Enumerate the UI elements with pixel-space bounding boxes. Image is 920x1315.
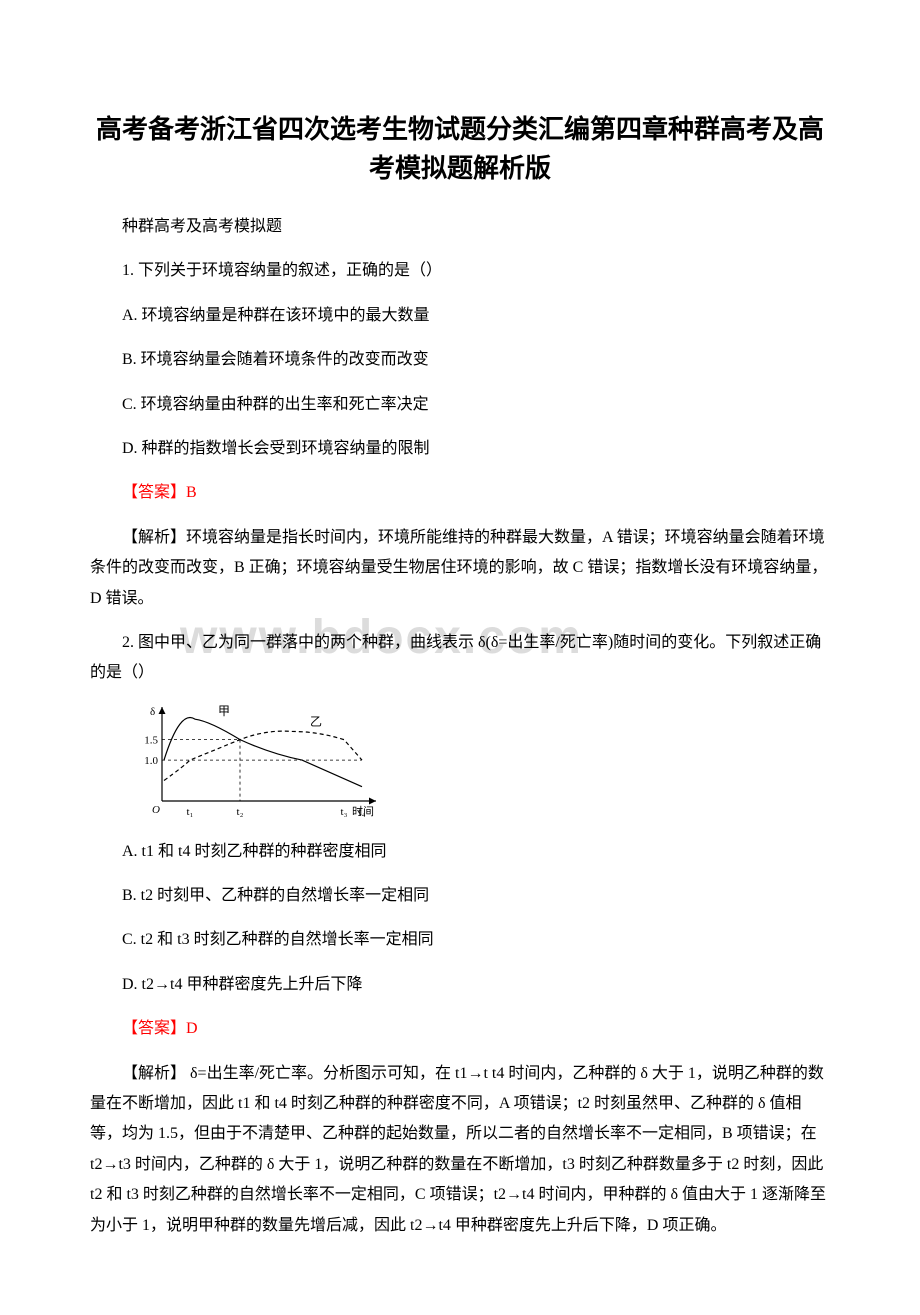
delta-time-chart: 1.51.0t₁t₂t₃t₄δ时间O甲乙 [140,703,380,823]
svg-text:1.0: 1.0 [144,755,158,767]
q2-option-b: B. t2 时刻甲、乙种群的自然增长率一定相同 [90,881,830,911]
q1-option-d: D. 种群的指数增长会受到环境容纳量的限制 [90,434,830,464]
document-content: 高考备考浙江省四次选考生物试题分类汇编第四章种群高考及高考模拟题解析版 种群高考… [90,110,830,1241]
q1-option-c: C. 环境容纳量由种群的出生率和死亡率决定 [90,390,830,420]
svg-text:时间: 时间 [352,805,374,818]
q1-stem: 1. 下列关于环境容纳量的叙述，正确的是（） [90,256,830,286]
svg-text:O: O [152,804,160,816]
q1-option-a: A. 环境容纳量是种群在该环境中的最大数量 [90,301,830,331]
q2-stem: 2. 图中甲、乙为同一群落中的两个种群，曲线表示 δ(δ=出生率/死亡率)随时间… [90,628,830,689]
subtitle: 种群高考及高考模拟题 [90,212,830,242]
q1-explanation: 【解析】环境容纳量是指长时间内，环境所能维持的种群最大数量，A 错误；环境容纳量… [90,523,830,614]
svg-text:乙: 乙 [310,714,322,728]
q2-chart: 1.51.0t₁t₂t₃t₄δ时间O甲乙 [140,703,830,823]
q2-option-a: A. t1 和 t4 时刻乙种群的种群密度相同 [90,837,830,867]
q1-answer: 【答案】B [90,478,830,508]
svg-text:1.5: 1.5 [144,734,158,746]
svg-text:t₃: t₃ [341,806,348,818]
svg-text:δ: δ [150,706,155,718]
page-title: 高考备考浙江省四次选考生物试题分类汇编第四章种群高考及高考模拟题解析版 [90,110,830,188]
svg-text:t₁: t₁ [187,806,194,818]
q2-answer: 【答案】D [90,1014,830,1044]
q2-option-c: C. t2 和 t3 时刻乙种群的自然增长率一定相同 [90,925,830,955]
svg-text:甲: 甲 [218,704,230,718]
q2-explanation: 【解析】 δ=出生率/死亡率。分析图示可知，在 t1→t t4 时间内，乙种群的… [90,1059,830,1241]
svg-text:t₂: t₂ [237,806,244,818]
q2-option-d: D. t2→t4 甲种群密度先上升后下降 [90,970,830,1000]
q1-option-b: B. 环境容纳量会随着环境条件的改变而改变 [90,345,830,375]
